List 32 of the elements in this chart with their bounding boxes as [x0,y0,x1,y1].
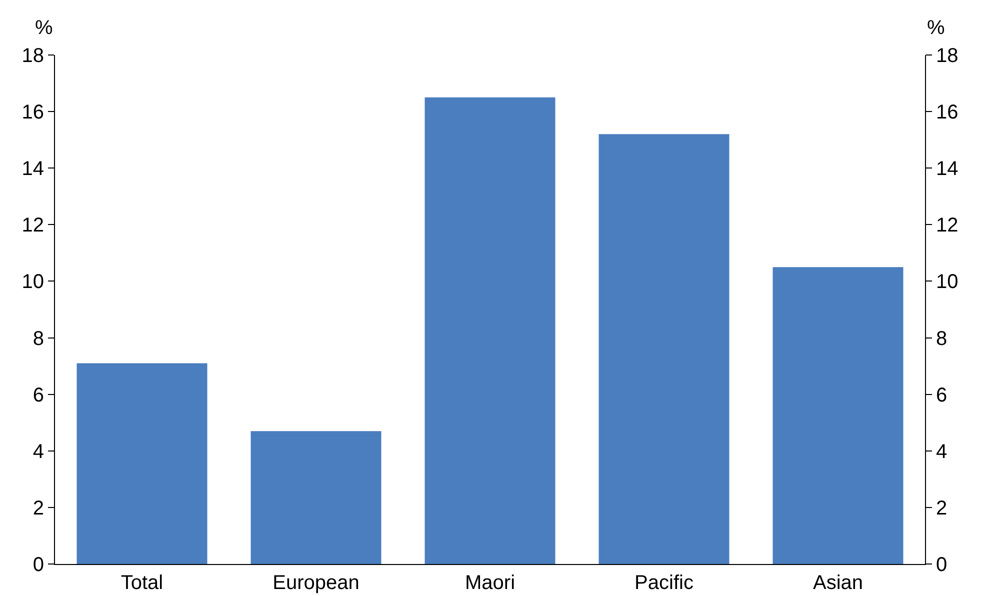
x-tick-label: European [272,572,360,594]
y-tick-label: 14 [22,158,44,180]
y2-tick-label: 0 [936,554,948,576]
y2-tick-label: 8 [936,328,948,350]
x-tick-label: Maori [464,572,516,594]
bar [250,431,382,564]
y-tick-label: 6 [32,384,44,406]
x-tick-label: Pacific [634,572,694,594]
y2-tick-label: 4 [936,440,948,463]
bar [76,363,208,564]
y2-tick-label: 6 [936,384,948,406]
y2-tick-label: 16 [936,102,958,124]
y-tick-label: 12 [22,214,44,237]
x-tick-label: Asian [812,572,864,594]
y-tick-label: 18 [22,45,44,67]
y2-tick-label: 14 [936,158,958,180]
y2-tick-label: 10 [936,271,958,294]
y-tick-label: 4 [32,440,44,463]
bar [424,97,556,564]
y-tick-label: 0 [32,554,44,576]
y2-tick-label: 2 [936,497,948,520]
y-tick-label: 2 [32,497,44,520]
y2-tick-label: 12 [936,214,958,237]
y2-tick-label: 18 [936,45,958,67]
bar [772,267,904,564]
bar [598,134,730,564]
x-tick-label: Total [120,572,164,594]
y-tick-label: 10 [22,271,44,294]
y-axis-title: % [35,17,53,39]
y-tick-label: 8 [32,328,44,350]
y-tick-label: 16 [22,102,44,124]
y2-axis-title: % [927,17,945,39]
